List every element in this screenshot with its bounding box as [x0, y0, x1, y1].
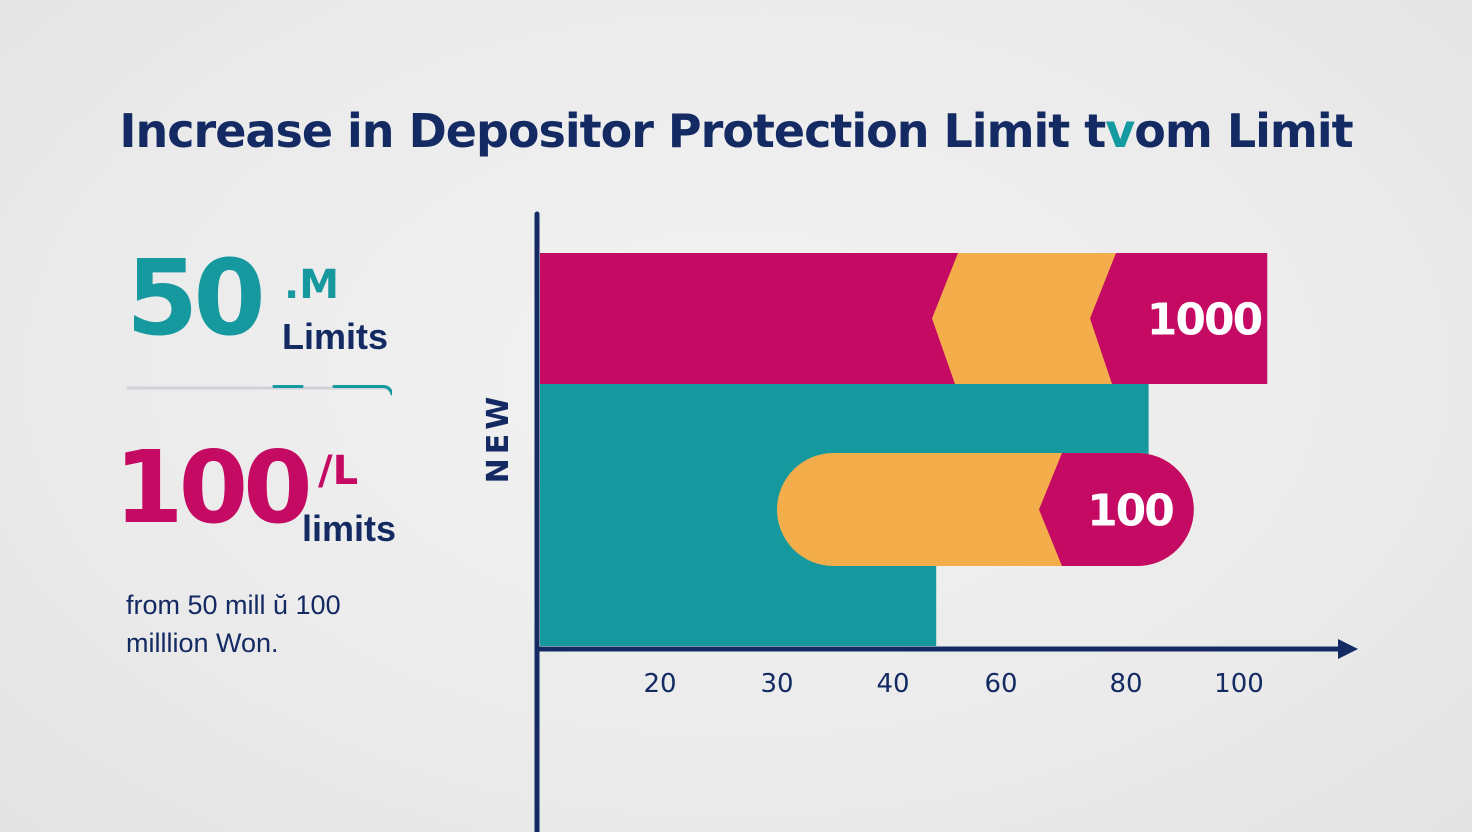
new-limit-label: limits	[302, 508, 397, 549]
bar-top-chevron	[932, 253, 1116, 384]
new-limit-unit: /L	[318, 448, 359, 494]
x-tick-label: 60	[984, 669, 1017, 699]
x-tick-label: 100	[1214, 669, 1264, 699]
y-axis-label: NEW	[481, 393, 516, 484]
new-limit-value: 100	[114, 429, 313, 546]
x-tick-label: 80	[1109, 669, 1142, 699]
title-text-end: om Limit	[1134, 104, 1353, 158]
x-axis-arrow	[1338, 639, 1358, 659]
page-title: Increase in Depositor Protection Limit t…	[0, 104, 1472, 158]
title-text-start: Increase in Depositor Protection Limit t	[119, 104, 1106, 158]
bar-pill-value-label: 100	[1087, 486, 1173, 537]
limit-caption: from 50 mill ŭ 100 milllion Won.	[126, 590, 341, 658]
x-tick-label: 30	[760, 669, 793, 699]
old-limit-label: Limits	[282, 316, 389, 357]
bar-top-base	[540, 253, 1268, 384]
x-tick-label: 20	[643, 669, 676, 699]
stat-divider	[126, 385, 392, 396]
x-tick-label: 40	[876, 669, 909, 699]
bar-pill-cap	[1039, 453, 1194, 566]
title-accent-glyph: v	[1105, 104, 1135, 158]
old-limit-value: 50	[126, 237, 266, 359]
bar-top-value-label: 1000	[1147, 295, 1262, 346]
bar-teal	[540, 383, 1149, 457]
old-limit-unit: .M	[284, 262, 339, 308]
